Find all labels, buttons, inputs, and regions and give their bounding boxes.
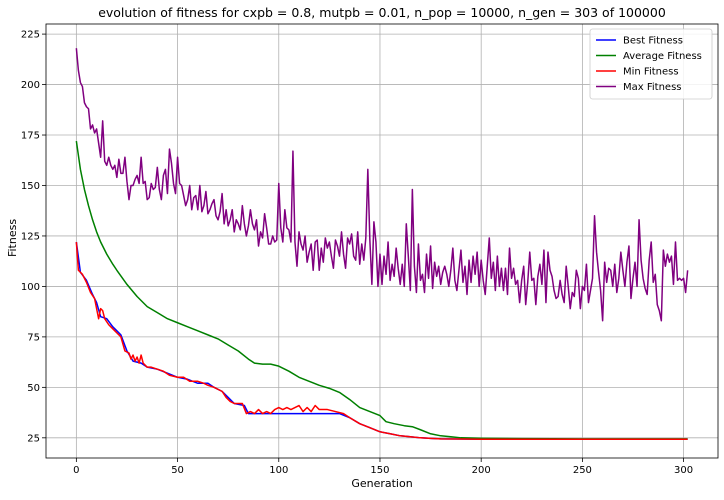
- series-line-min-fitness: [75, 241, 688, 440]
- plot-frame: [45, 23, 719, 459]
- x-tick-label: 300: [674, 465, 693, 476]
- legend-label: Best Fitness: [623, 36, 683, 47]
- chart-title: evolution of fitness for cxpb = 0.8, mut…: [98, 5, 666, 20]
- y-tick-label: 225: [21, 30, 40, 41]
- y-tick-label: 100: [21, 282, 40, 293]
- legend-label: Max Fitness: [623, 82, 682, 93]
- legend-box: [589, 28, 713, 100]
- y-tick-label: 125: [21, 231, 40, 242]
- x-tick-label: 200: [472, 465, 491, 476]
- x-tick-label: 150: [370, 465, 389, 476]
- x-tick-label: 50: [171, 465, 184, 476]
- x-tick-label: 100: [269, 465, 288, 476]
- y-tick-label: 150: [21, 181, 40, 192]
- legend: Best Fitness Average Fitness Min Fitness Ma…: [589, 28, 713, 100]
- grid-lines: [46, 24, 718, 458]
- y-axis-label: Fitness: [6, 219, 19, 257]
- y-tick-label: 50: [27, 383, 40, 394]
- legend-label: Min Fitness: [623, 67, 679, 78]
- x-tick-label: 0: [73, 465, 79, 476]
- y-tick-label: 25: [27, 433, 40, 444]
- y-tick-label: 175: [21, 131, 40, 142]
- x-axis-ticks: 0 50 100 150 200 250 300: [73, 458, 693, 476]
- series-lines: [75, 48, 689, 440]
- y-tick-label: 200: [21, 80, 40, 91]
- series-line-max-fitness: [75, 48, 689, 322]
- y-axis-ticks: 25 50 75 100 125 150 175 200 225: [21, 30, 46, 444]
- y-tick-label: 75: [27, 332, 40, 343]
- x-tick-label: 250: [573, 465, 592, 476]
- legend-label: Average Fitness: [623, 51, 702, 62]
- series-line-average-fitness: [75, 140, 688, 440]
- x-axis-label: Generation: [351, 477, 412, 490]
